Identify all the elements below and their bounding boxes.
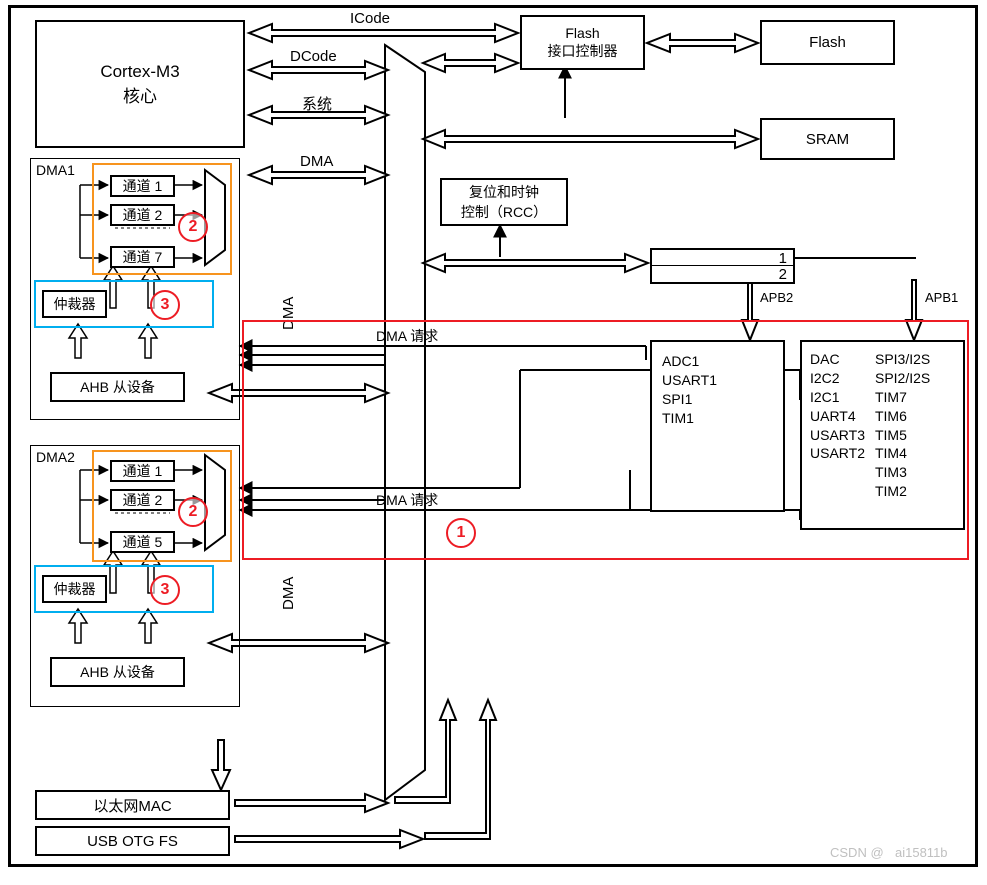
dma1-ch2: 通道 2 [110, 204, 175, 226]
marker-3b: 3 [150, 575, 180, 605]
marker-2b: 2 [178, 497, 208, 527]
block-usb: USB OTG FS [35, 826, 230, 856]
block-flash: Flash [760, 20, 895, 65]
eth-label: 以太网MAC [93, 795, 171, 816]
dma1-ch7: 通道 7 [110, 246, 175, 268]
apb1-item: TIM2 [875, 482, 930, 501]
block-rcc: 复位和时钟 控制（RCC） [440, 178, 568, 226]
dma1-arbiter: 仲裁器 [42, 290, 107, 318]
apb1-item: TIM5 [875, 426, 930, 445]
block-sram: SRAM [760, 118, 895, 160]
label-dma-vert1: DMA [280, 297, 297, 330]
flash-ctrl-l2: 接口控制器 [548, 41, 618, 61]
flash-label: Flash [809, 34, 846, 51]
block-apb1: DAC I2C2 I2C1 UART4 USART3 USART2 SPI3/I… [800, 340, 965, 530]
label-apb2: APB2 [760, 290, 793, 305]
apb1-item: I2C1 [810, 388, 865, 407]
sram-label: SRAM [806, 131, 849, 148]
label-dma-vert2: DMA [280, 577, 297, 610]
apb2-item: USART1 [662, 371, 717, 390]
apb2-items: ADC1 USART1 SPI1 TIM1 [662, 352, 717, 428]
label-dma: DMA [300, 153, 333, 170]
apb1-col2: SPI3/I2S SPI2/I2S TIM7 TIM6 TIM5 TIM4 TI… [875, 350, 930, 501]
apb2-item: ADC1 [662, 352, 717, 371]
dma2-ch5: 通道 5 [110, 531, 175, 553]
cortex-title-1: Cortex-M3 [100, 62, 179, 82]
apb1-item: I2C2 [810, 369, 865, 388]
label-dcode: DCode [290, 48, 337, 65]
marker-3a: 3 [150, 290, 180, 320]
apb1-item: TIM3 [875, 463, 930, 482]
diagram-canvas: Cortex-M3 核心 Flash 接口控制器 Flash SRAM 复位和时… [0, 0, 987, 885]
label-dma-req1: DMA 请求 [376, 326, 438, 346]
block-bridge: 1 2 [650, 248, 795, 284]
rcc-l2: 控制（RCC） [461, 202, 547, 222]
dma1-title: DMA1 [36, 162, 75, 178]
dma2-ch2: 通道 2 [110, 489, 175, 511]
block-apb2: ADC1 USART1 SPI1 TIM1 [650, 340, 785, 512]
flash-ctrl-l1: Flash [565, 25, 599, 41]
label-system: 系统 [302, 93, 332, 114]
dma1-ch1: 通道 1 [110, 175, 175, 197]
apb2-item: TIM1 [662, 409, 717, 428]
apb1-item: UART4 [810, 407, 865, 426]
apb1-item: TIM4 [875, 444, 930, 463]
apb1-item: TIM7 [875, 388, 930, 407]
label-dma-req2: DMA 请求 [376, 490, 438, 510]
watermark-1: CSDN @ [830, 845, 884, 860]
apb1-item: SPI3/I2S [875, 350, 930, 369]
watermark-2: ai15811b [895, 845, 948, 860]
marker-1: 1 [446, 518, 476, 548]
block-ethernet: 以太网MAC [35, 790, 230, 820]
dma2-ahb: AHB 从设备 [50, 657, 185, 687]
block-flash-ctrl: Flash 接口控制器 [520, 15, 645, 70]
apb1-item: DAC [810, 350, 865, 369]
dma2-title: DMA2 [36, 449, 75, 465]
label-apb1: APB1 [925, 290, 958, 305]
dma2-arbiter: 仲裁器 [42, 575, 107, 603]
apb1-item: SPI2/I2S [875, 369, 930, 388]
apb1-col1: DAC I2C2 I2C1 UART4 USART3 USART2 [810, 350, 865, 463]
bridge-lane2: 2 [652, 266, 793, 282]
apb2-item: SPI1 [662, 390, 717, 409]
usb-label: USB OTG FS [87, 833, 178, 850]
dma2-ch1: 通道 1 [110, 460, 175, 482]
dma1-ahb: AHB 从设备 [50, 372, 185, 402]
marker-2a: 2 [178, 212, 208, 242]
apb1-item: USART3 [810, 426, 865, 445]
label-icode: ICode [350, 10, 390, 27]
bridge-lane1: 1 [652, 250, 793, 266]
cortex-title-2: 核心 [123, 82, 157, 107]
block-cortex: Cortex-M3 核心 [35, 20, 245, 148]
apb1-item: TIM6 [875, 407, 930, 426]
apb1-item: USART2 [810, 444, 865, 463]
rcc-l1: 复位和时钟 [469, 182, 539, 202]
